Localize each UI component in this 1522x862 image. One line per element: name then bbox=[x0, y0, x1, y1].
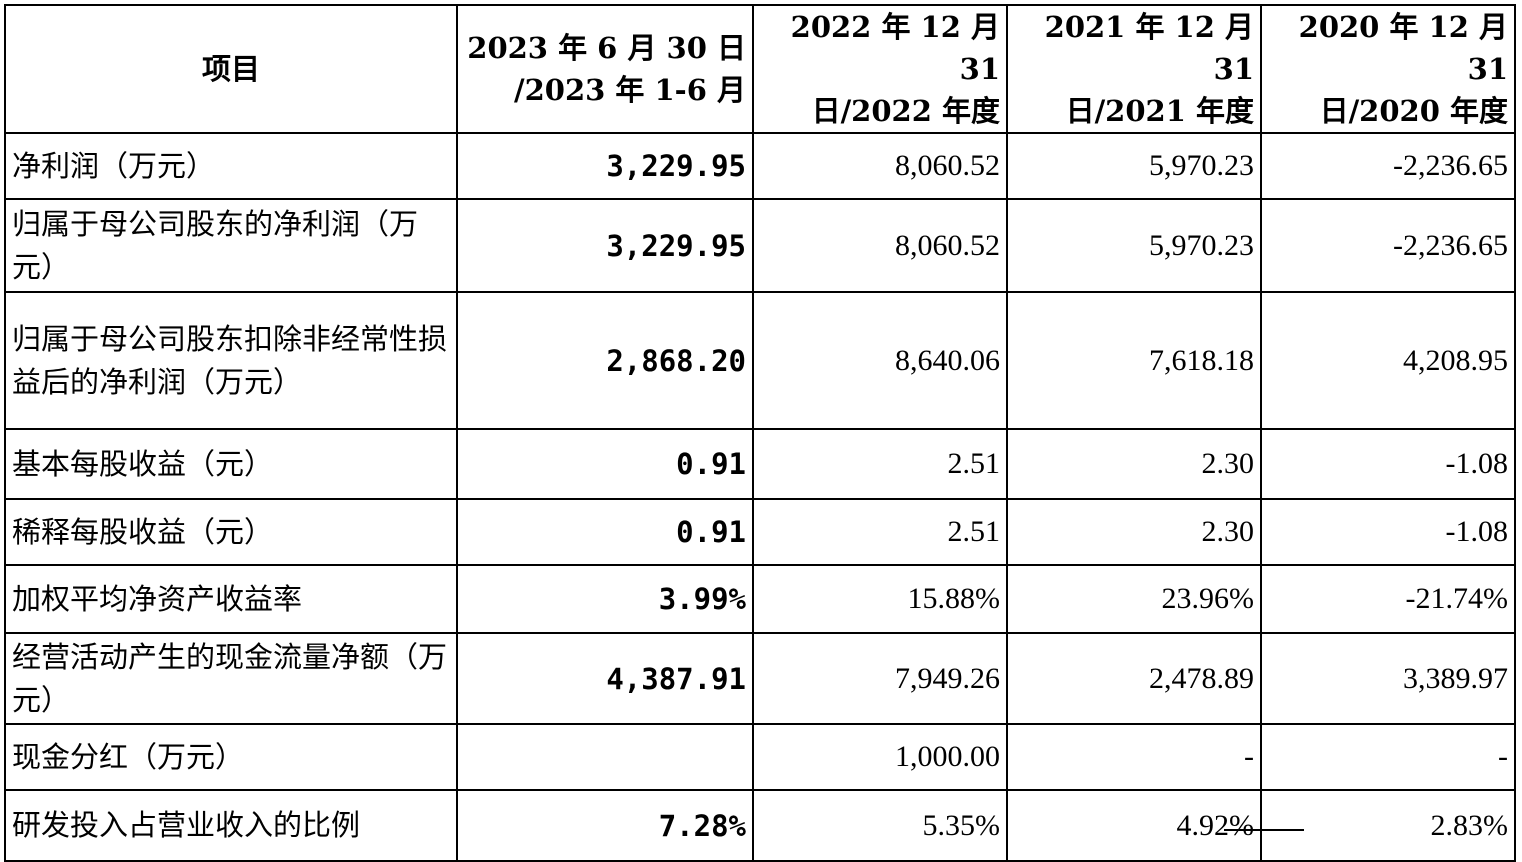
value-2021: 5,970.23 bbox=[1006, 198, 1262, 293]
header-period-2021: 2021 年 12 月 31 日/2021 年度 bbox=[1006, 4, 1262, 134]
value-2020: 4,208.95 bbox=[1260, 291, 1516, 430]
value-2022: 1,000.00 bbox=[752, 723, 1008, 791]
header-period-line2: 日/2021 年度 bbox=[1065, 94, 1254, 128]
value-2020: -1.08 bbox=[1260, 428, 1516, 500]
row-label: 基本每股收益（元） bbox=[4, 428, 458, 500]
header-period-line1: 2022 年 12 月 31 bbox=[790, 10, 1000, 86]
value-2023h1 bbox=[456, 723, 754, 791]
value-2021: 23.96% bbox=[1006, 564, 1262, 634]
header-period-line2: 日/2022 年度 bbox=[811, 94, 1000, 128]
value-2021: 2.30 bbox=[1006, 428, 1262, 500]
value-2020: -21.74% bbox=[1260, 564, 1516, 634]
header-period-2023h1: 2023 年 6 月 30 日 /2023 年 1-6 月 bbox=[456, 4, 754, 134]
value-2022: 8,060.52 bbox=[752, 198, 1008, 293]
value-2021: 4.92% bbox=[1006, 789, 1262, 862]
row-label: 稀释每股收益（元） bbox=[4, 498, 458, 566]
financial-indicators-table: 项目 2023 年 6 月 30 日 /2023 年 1-6 月 2022 年 … bbox=[4, 4, 1516, 862]
row-label: 加权平均净资产收益率 bbox=[4, 564, 458, 634]
value-2022: 2.51 bbox=[752, 498, 1008, 566]
table-row: 稀释每股收益（元） 0.91 2.51 2.30 -1.08 bbox=[4, 498, 1516, 566]
value-2021: 2,478.89 bbox=[1006, 632, 1262, 725]
table-row: 归属于母公司股东扣除非经常性损益后的净利润（万元） 2,868.20 8,640… bbox=[4, 291, 1516, 430]
table-row: 研发投入占营业收入的比例 7.28% 5.35% 4.92% 2.83% bbox=[4, 789, 1516, 862]
row-label: 归属于母公司股东扣除非经常性损益后的净利润（万元） bbox=[4, 291, 458, 430]
value-2021: 7,618.18 bbox=[1006, 291, 1262, 430]
row-label: 净利润（万元） bbox=[4, 132, 458, 200]
header-period-2020: 2020 年 12 月 31 日/2020 年度 bbox=[1260, 4, 1516, 134]
header-item: 项目 bbox=[4, 4, 458, 134]
value-2023h1: 0.91 bbox=[456, 498, 754, 566]
row-label: 经营活动产生的现金流量净额（万元） bbox=[4, 632, 458, 725]
value-2021: 2.30 bbox=[1006, 498, 1262, 566]
value-2020: - bbox=[1260, 723, 1516, 791]
table-row: 经营活动产生的现金流量净额（万元） 4,387.91 7,949.26 2,47… bbox=[4, 632, 1516, 725]
value-2022: 5.35% bbox=[752, 789, 1008, 862]
value-2023h1: 0.91 bbox=[456, 428, 754, 500]
header-period-line1: 2023 年 6 月 30 日 bbox=[467, 31, 746, 65]
page-footer-rule bbox=[1224, 829, 1304, 837]
value-2022: 8,640.06 bbox=[752, 291, 1008, 430]
value-2023h1: 4,387.91 bbox=[456, 632, 754, 725]
table-row: 净利润（万元） 3,229.95 8,060.52 5,970.23 -2,23… bbox=[4, 132, 1516, 200]
value-2023h1: 3.99% bbox=[456, 564, 754, 634]
value-2022: 7,949.26 bbox=[752, 632, 1008, 725]
value-2021: - bbox=[1006, 723, 1262, 791]
value-2023h1: 3,229.95 bbox=[456, 132, 754, 200]
value-2022: 15.88% bbox=[752, 564, 1008, 634]
value-2021: 5,970.23 bbox=[1006, 132, 1262, 200]
header-period-line1: 2021 年 12 月 31 bbox=[1044, 10, 1254, 86]
row-label: 现金分红（万元） bbox=[4, 723, 458, 791]
value-2020: 3,389.97 bbox=[1260, 632, 1516, 725]
row-label: 研发投入占营业收入的比例 bbox=[4, 789, 458, 862]
header-period-line1: 2020 年 12 月 31 bbox=[1298, 10, 1508, 86]
header-period-2022: 2022 年 12 月 31 日/2022 年度 bbox=[752, 4, 1008, 134]
table-header-row: 项目 2023 年 6 月 30 日 /2023 年 1-6 月 2022 年 … bbox=[4, 4, 1516, 134]
value-2020: -2,236.65 bbox=[1260, 198, 1516, 293]
value-2022: 2.51 bbox=[752, 428, 1008, 500]
header-period-line2: /2023 年 1-6 月 bbox=[514, 73, 746, 107]
table-row: 现金分红（万元） 1,000.00 - - bbox=[4, 723, 1516, 791]
table-row: 归属于母公司股东的净利润（万元） 3,229.95 8,060.52 5,970… bbox=[4, 198, 1516, 293]
row-label: 归属于母公司股东的净利润（万元） bbox=[4, 198, 458, 293]
header-period-line2: 日/2020 年度 bbox=[1319, 94, 1508, 128]
value-2023h1: 2,868.20 bbox=[456, 291, 754, 430]
value-2020: -2,236.65 bbox=[1260, 132, 1516, 200]
table-row: 基本每股收益（元） 0.91 2.51 2.30 -1.08 bbox=[4, 428, 1516, 500]
value-2023h1: 3,229.95 bbox=[456, 198, 754, 293]
value-2020: -1.08 bbox=[1260, 498, 1516, 566]
value-2023h1: 7.28% bbox=[456, 789, 754, 862]
value-2022: 8,060.52 bbox=[752, 132, 1008, 200]
table-row: 加权平均净资产收益率 3.99% 15.88% 23.96% -21.74% bbox=[4, 564, 1516, 634]
value-2020: 2.83% bbox=[1260, 789, 1516, 862]
